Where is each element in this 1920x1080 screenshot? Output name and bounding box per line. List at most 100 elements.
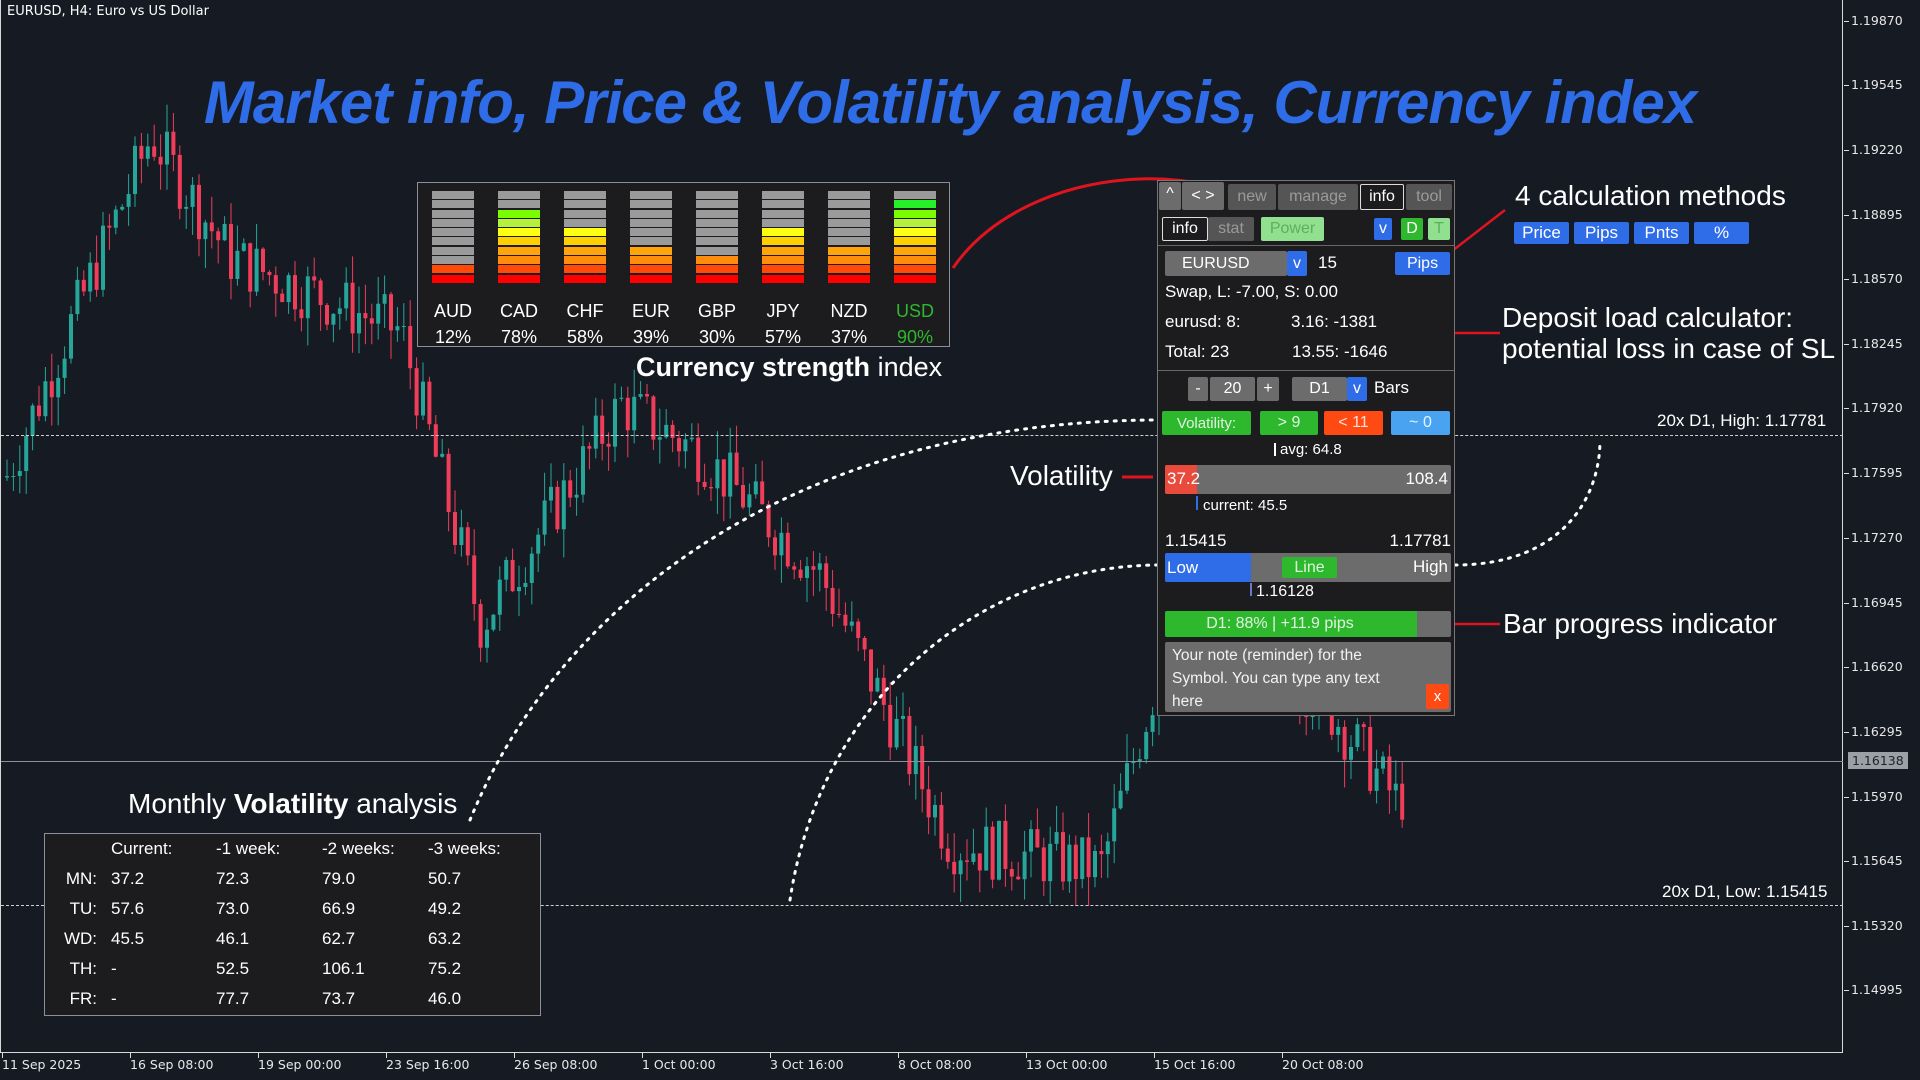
- time-axis[interactable]: 11 Sep 2025 16 Sep 08:00 19 Sep 00:00 23…: [0, 1053, 1844, 1080]
- time-tick: 11 Sep 2025: [2, 1053, 82, 1072]
- power-button[interactable]: Power: [1261, 217, 1324, 241]
- currency-name: JPY: [766, 301, 800, 321]
- currency-meter-chf: CHF 58%: [564, 191, 606, 347]
- meter-segment: [696, 237, 738, 246]
- sl-value[interactable]: 15: [1318, 253, 1337, 272]
- currency-name: GBP: [697, 301, 736, 321]
- timeframe-select[interactable]: D1: [1292, 377, 1347, 401]
- note-close-button[interactable]: x: [1426, 684, 1449, 709]
- meter-segment: [564, 246, 606, 255]
- meter-segment: [828, 246, 870, 255]
- table-cell: 73.7: [322, 989, 356, 1008]
- time-tick: 3 Oct 16:00: [770, 1053, 844, 1072]
- meter-segment: [762, 218, 804, 227]
- caption-post: analysis: [348, 788, 458, 819]
- vol-equal-count[interactable]: ~ 0: [1391, 411, 1450, 435]
- headline: Market info, Price & Volatility analysis…: [203, 69, 1697, 136]
- v-toggle[interactable]: v: [1374, 218, 1392, 240]
- currency-name: NZD: [830, 301, 868, 321]
- meter-segment: [762, 246, 804, 255]
- range-current-marker: [1250, 583, 1252, 596]
- row-day: MN:: [65, 869, 97, 888]
- t-toggle[interactable]: T: [1428, 218, 1450, 240]
- meter-segment: [762, 228, 804, 237]
- currency-meter-aud: AUD 12%: [432, 191, 474, 347]
- currency-meter-usd: USD 90%: [894, 191, 936, 347]
- tab-manage[interactable]: manage: [1278, 184, 1358, 210]
- arrows-button[interactable]: < >: [1182, 182, 1224, 210]
- low-level-line[interactable]: [1, 905, 1843, 906]
- currency-strength-caption: Currency strength index: [636, 352, 942, 383]
- meter-segment: [762, 237, 804, 246]
- tab-info[interactable]: info: [1360, 184, 1404, 210]
- vol-current: current: 45.5: [1203, 497, 1288, 514]
- table-cell: -: [111, 989, 117, 1008]
- range-high-value: 1.17781: [1389, 531, 1451, 550]
- price-tick: 1.17595: [1844, 465, 1903, 480]
- meter-segment: [564, 237, 606, 246]
- price-tick: 1.16620: [1844, 659, 1903, 674]
- table-cell: 77.7: [216, 989, 250, 1008]
- currency-meter-jpy: JPY 57%: [762, 191, 804, 347]
- symbol-select[interactable]: EURUSD: [1165, 251, 1287, 276]
- meter-segment: [828, 237, 870, 246]
- symbol-dropdown[interactable]: v: [1287, 251, 1307, 276]
- meter-segment: [630, 256, 672, 265]
- note-text[interactable]: Your note (reminder) for the Symbol. You…: [1172, 647, 1380, 710]
- deposit-annotation-line2: potential loss in case of SL: [1502, 333, 1836, 364]
- price-axis[interactable]: 1.19870 1.19545 1.19220 1.18895 1.18570 …: [1844, 0, 1920, 1053]
- subtab-stat[interactable]: stat: [1208, 217, 1254, 241]
- subtab-info[interactable]: info: [1162, 217, 1208, 241]
- meter-segment: [432, 191, 474, 199]
- volatility-table-caption: Monthly Volatility analysis: [128, 788, 457, 820]
- currency-percent: 12%: [434, 327, 472, 347]
- current-marker: [1196, 496, 1198, 510]
- volatility-button[interactable]: Volatility:: [1162, 411, 1251, 435]
- vol-avg: avg: 64.8: [1280, 441, 1342, 458]
- collapse-button[interactable]: ^: [1159, 182, 1181, 210]
- meter-segment: [630, 191, 672, 199]
- currency-percent: 39%: [632, 327, 670, 347]
- deposit-total-label: Total: 23: [1165, 342, 1230, 361]
- tab-tool[interactable]: tool: [1406, 184, 1452, 210]
- meter-segment: [498, 237, 540, 246]
- bars-count-input[interactable]: 20: [1210, 377, 1255, 401]
- meter-segment: [894, 200, 936, 209]
- bars-plus-button[interactable]: +: [1257, 377, 1279, 401]
- meter-segment: [696, 274, 738, 283]
- currency-meter-gbp: GBP 30%: [696, 191, 738, 347]
- line-button[interactable]: Line: [1282, 557, 1337, 578]
- time-tick: 16 Sep 08:00: [130, 1053, 214, 1072]
- meter-segment: [432, 209, 474, 218]
- vol-below-count[interactable]: < 11: [1324, 411, 1383, 435]
- high-button[interactable]: High: [1413, 557, 1448, 576]
- table-cell: 37.2: [111, 869, 145, 888]
- table-cell: -: [111, 959, 117, 978]
- price-tick: 1.15645: [1844, 853, 1903, 868]
- meter-segment: [564, 265, 606, 274]
- note-field[interactable]: Your note (reminder) for the Symbol. You…: [1165, 642, 1451, 712]
- high-level-line[interactable]: [1, 435, 1843, 436]
- timeframe-dropdown[interactable]: v: [1347, 377, 1367, 401]
- caption-pre: Monthly: [128, 788, 234, 819]
- price-tick: 1.19870: [1844, 13, 1903, 28]
- d-toggle[interactable]: D: [1401, 218, 1423, 240]
- row-day: FR:: [69, 989, 97, 1008]
- low-button[interactable]: Low: [1165, 553, 1251, 582]
- meter-segment: [630, 218, 672, 227]
- tab-new[interactable]: new: [1228, 184, 1276, 210]
- currency-percent: 37%: [830, 327, 868, 347]
- price-tick: 1.18895: [1844, 207, 1903, 222]
- chart-symbol-title: EURUSD, H4: Euro vs US Dollar: [7, 4, 209, 19]
- deposit-total-value: 13.55: -1646: [1292, 342, 1388, 361]
- meter-segment: [630, 265, 672, 274]
- price-tick: 1.15320: [1844, 918, 1903, 933]
- price-tick: 1.19545: [1844, 77, 1903, 92]
- calc-method-button[interactable]: Pips: [1395, 252, 1450, 275]
- bars-minus-button[interactable]: -: [1188, 377, 1208, 401]
- vol-above-count[interactable]: > 9: [1260, 411, 1318, 435]
- deposit-annotation-line1: Deposit load calculator:: [1502, 302, 1794, 333]
- currency-name: EUR: [631, 301, 670, 321]
- meter-segment: [498, 191, 540, 199]
- vol-min: 37.2: [1167, 469, 1201, 488]
